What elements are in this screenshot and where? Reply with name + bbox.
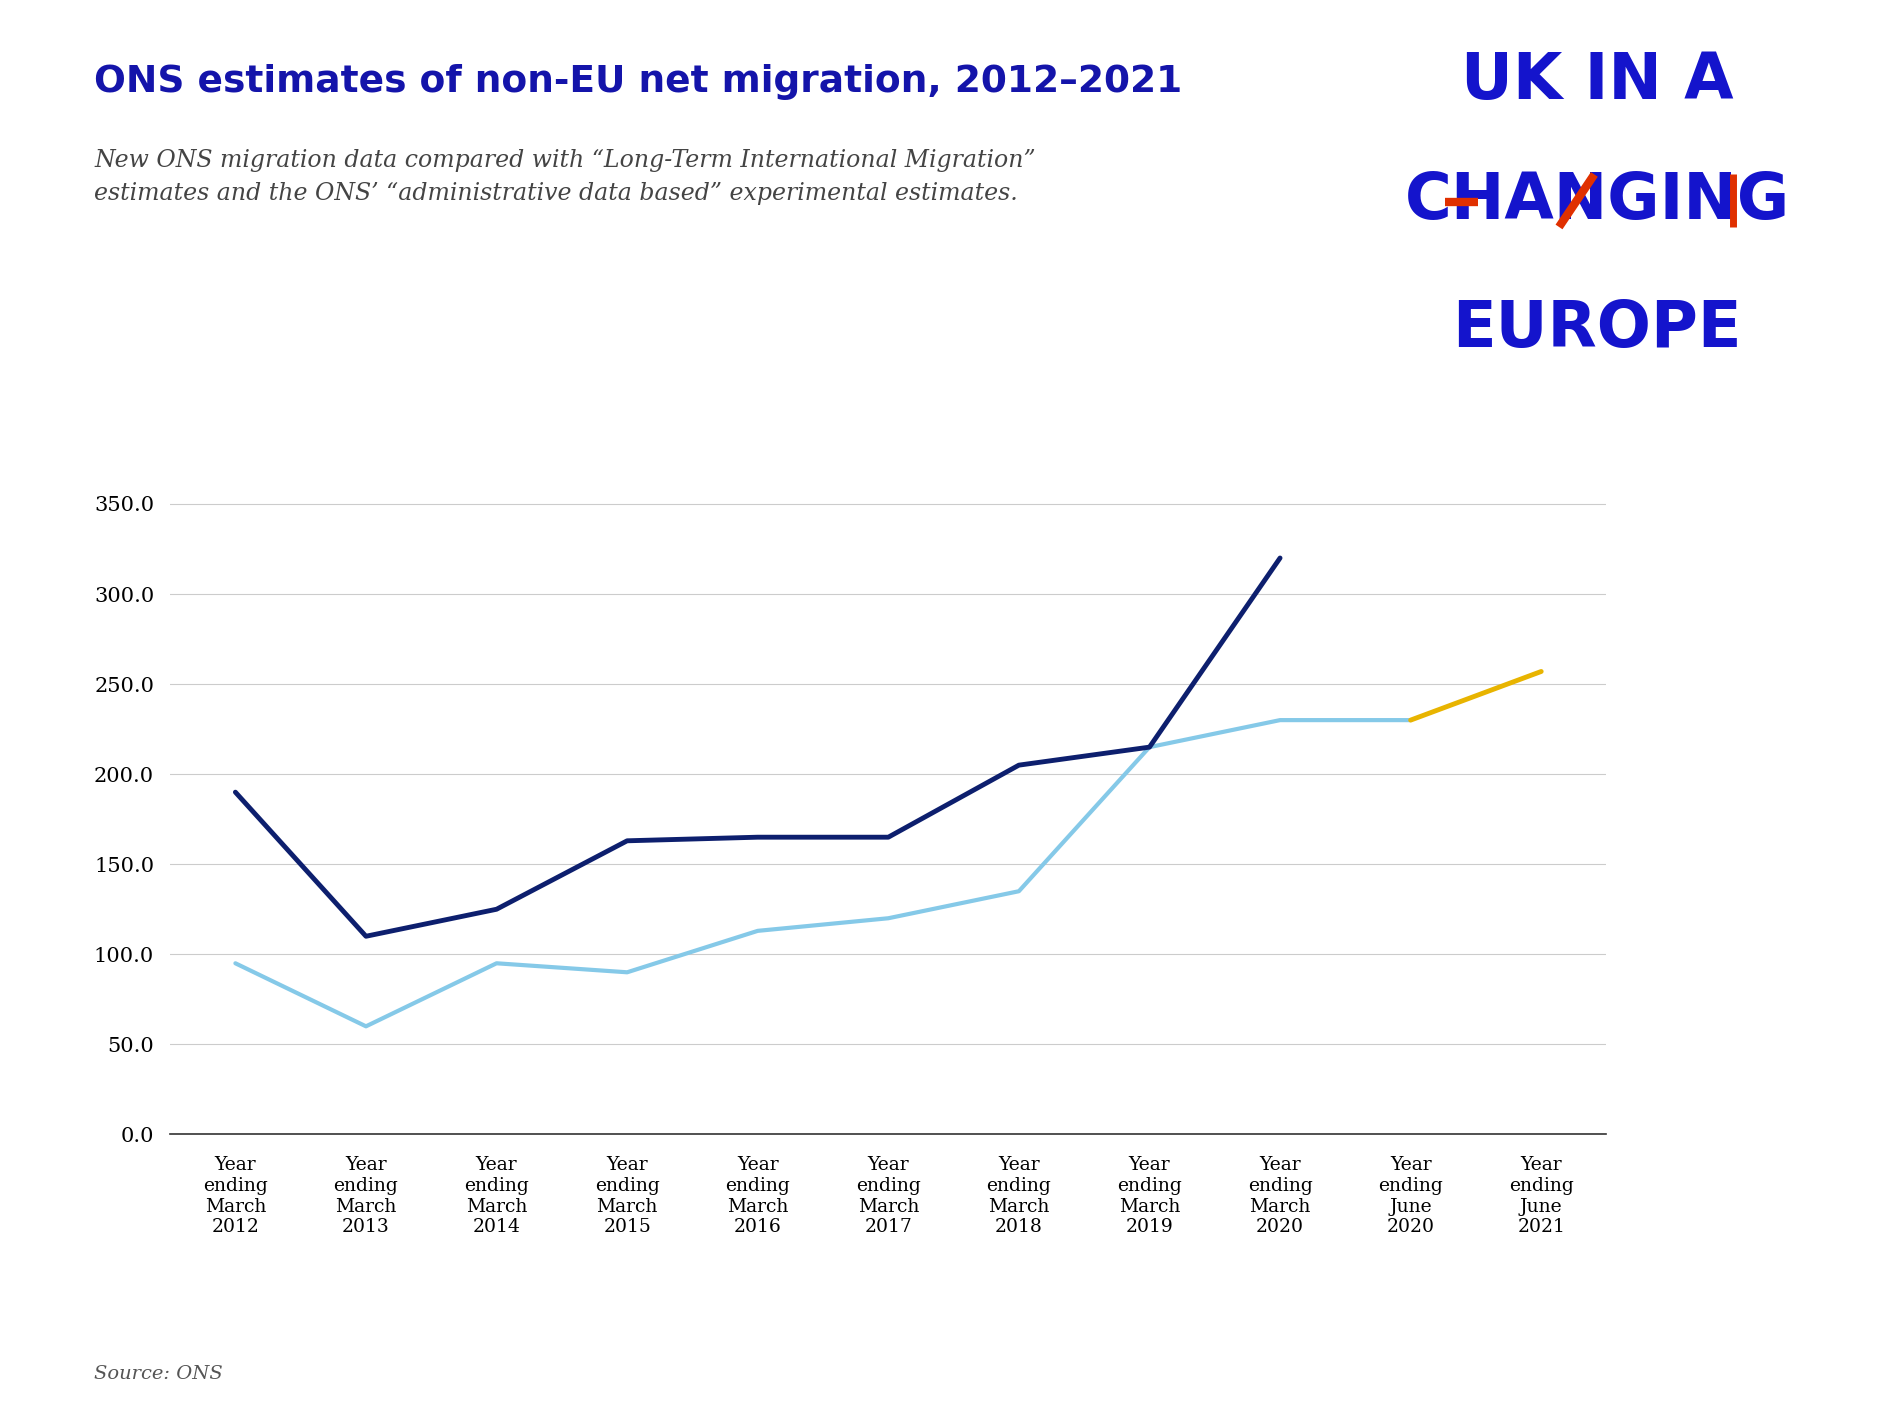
Text: New ONS migration data compared with “Long-Term International Migration”
estimat: New ONS migration data compared with “Lo… bbox=[94, 149, 1035, 204]
Text: CHANGING: CHANGING bbox=[1404, 170, 1789, 233]
Text: Source: ONS: Source: ONS bbox=[94, 1364, 223, 1383]
Text: UK IN A: UK IN A bbox=[1460, 50, 1732, 112]
Text: EUROPE: EUROPE bbox=[1451, 298, 1742, 360]
Text: ONS estimates of non-EU net migration, 2012–2021: ONS estimates of non-EU net migration, 2… bbox=[94, 64, 1183, 99]
